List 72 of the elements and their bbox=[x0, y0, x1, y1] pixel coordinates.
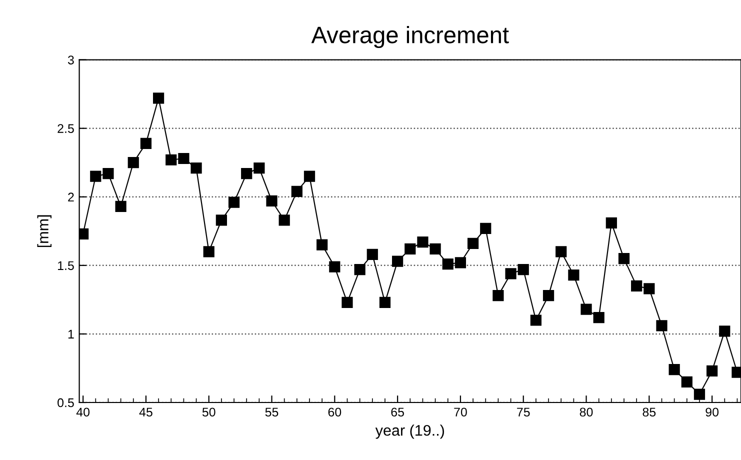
chart-title: Average increment bbox=[311, 26, 509, 48]
point bbox=[291, 186, 302, 197]
point bbox=[430, 243, 441, 255]
x-tick-label: 65 bbox=[391, 408, 404, 417]
x-tick-label: 40 bbox=[76, 408, 90, 417]
x-tick-label: 85 bbox=[642, 408, 656, 417]
point bbox=[492, 290, 504, 302]
x-tick-label: 55 bbox=[265, 408, 278, 417]
x-tick-label: 70 bbox=[454, 408, 467, 417]
point bbox=[392, 256, 404, 267]
x-tick-label: 60 bbox=[328, 408, 342, 417]
point bbox=[342, 296, 353, 308]
point bbox=[254, 162, 265, 174]
point bbox=[593, 312, 604, 324]
x-tick-label: 50 bbox=[202, 408, 216, 417]
point bbox=[505, 268, 516, 280]
x-tick-label: 75 bbox=[517, 408, 530, 417]
y-tick-label: 1.5 bbox=[58, 261, 74, 270]
point bbox=[668, 364, 680, 376]
point bbox=[719, 326, 730, 337]
point bbox=[329, 261, 340, 272]
point bbox=[518, 264, 529, 276]
point bbox=[556, 246, 567, 258]
y-tick-label: 3 bbox=[68, 56, 74, 64]
point bbox=[152, 92, 164, 104]
x-axis-title: year (19..) bbox=[375, 424, 444, 439]
point bbox=[644, 283, 655, 294]
point bbox=[656, 320, 668, 332]
point bbox=[203, 246, 214, 258]
point bbox=[681, 376, 692, 388]
point bbox=[379, 296, 391, 308]
point bbox=[417, 236, 428, 248]
point bbox=[304, 170, 316, 182]
point bbox=[140, 138, 152, 149]
point bbox=[568, 269, 580, 281]
point bbox=[228, 196, 240, 208]
point bbox=[530, 314, 542, 326]
point bbox=[606, 217, 617, 228]
point bbox=[542, 290, 554, 302]
point bbox=[178, 152, 190, 164]
point bbox=[454, 257, 466, 268]
point bbox=[404, 243, 416, 255]
point bbox=[480, 222, 492, 234]
y-tick-label: 0.5 bbox=[58, 398, 74, 408]
point bbox=[442, 258, 454, 270]
point bbox=[241, 168, 252, 180]
point bbox=[190, 162, 202, 174]
point bbox=[316, 239, 328, 250]
point bbox=[694, 388, 706, 400]
point bbox=[90, 170, 102, 182]
point bbox=[354, 264, 366, 276]
point bbox=[102, 168, 114, 180]
x-tick-label: 45 bbox=[139, 408, 152, 417]
point bbox=[706, 365, 718, 377]
point bbox=[79, 228, 89, 240]
point bbox=[618, 253, 630, 264]
point bbox=[366, 248, 378, 260]
point bbox=[580, 304, 592, 315]
y-tick-label: 1 bbox=[68, 330, 74, 338]
point bbox=[166, 154, 177, 166]
point bbox=[128, 157, 139, 168]
x-tick-label: 80 bbox=[580, 408, 593, 417]
y-axis-title: [mm] bbox=[37, 215, 52, 248]
point bbox=[216, 214, 227, 226]
point bbox=[631, 280, 642, 292]
x-tick-label: 90 bbox=[706, 408, 719, 417]
y-tick-label: 2 bbox=[68, 192, 74, 202]
y-tick-label: 2.5 bbox=[58, 124, 74, 133]
point bbox=[278, 214, 290, 226]
point bbox=[467, 238, 479, 250]
point bbox=[115, 200, 126, 212]
point bbox=[266, 195, 278, 207]
